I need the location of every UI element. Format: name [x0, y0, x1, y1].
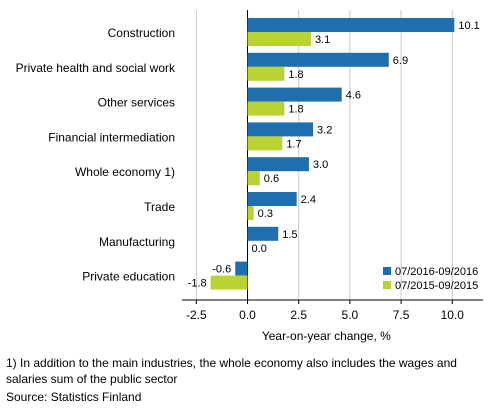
value-labels: 10.1 3.1 6.9 1.8 4.6 1.8 3.2 1.7 3.0 0.6 2.4 0.3 1.5… [188, 20, 480, 290]
category-label: Other services [98, 96, 175, 110]
data-label: 0.6 [264, 173, 279, 185]
bar-series-1 [235, 261, 248, 276]
bar-series-1 [247, 226, 279, 241]
data-label: 3.2 [317, 124, 332, 136]
data-label: 1.8 [288, 104, 303, 116]
x-tick-label: 2.5 [290, 308, 307, 322]
bars [210, 18, 455, 290]
bar-series-1 [247, 122, 314, 137]
footnote: 1) In addition to the main industries, t… [6, 356, 457, 386]
bar-series-1 [247, 52, 389, 67]
x-axis: -2.5 0.0 2.5 5.0 7.5 10.0 Year-on-year change,… [182, 299, 483, 343]
category-label: Private education [82, 270, 175, 284]
data-label: 3.1 [315, 34, 330, 46]
bar-series-2 [210, 275, 248, 290]
x-tick-label: 5.0 [342, 308, 359, 322]
bar-series-1 [247, 192, 297, 206]
x-tick-label: 0.0 [239, 308, 256, 322]
data-label: 10.1 [458, 20, 479, 32]
x-axis-title: Year-on-year change, % [262, 329, 391, 343]
data-label: -1.8 [188, 278, 207, 290]
data-label: 1.5 [282, 229, 297, 241]
category-label: Whole economy 1) [75, 165, 175, 179]
bar-series-2 [247, 136, 283, 151]
bar-series-1 [247, 157, 309, 172]
data-label: 6.9 [393, 55, 408, 67]
legend-label: 07/2016-09/2016 [395, 266, 478, 278]
category-label: Construction [108, 26, 175, 40]
bar-series-2 [247, 66, 285, 81]
category-label: Manufacturing [99, 235, 175, 249]
data-label: 4.6 [346, 90, 361, 102]
legend-swatch [383, 281, 391, 289]
source-note: Source: Statistics Finland [6, 390, 142, 404]
data-label: 1.8 [288, 69, 303, 81]
data-label: 3.0 [313, 159, 328, 171]
bar-series-2 [247, 101, 285, 116]
category-label: Financial intermediation [48, 130, 175, 144]
bar-series-1 [247, 18, 455, 32]
data-label: 0.0 [252, 243, 267, 255]
bar-series-1 [247, 87, 342, 102]
bar-series-2 [247, 171, 260, 186]
legend-label: 07/2015-09/2015 [395, 280, 478, 292]
data-label: 1.7 [286, 138, 301, 150]
bar-series-2 [247, 206, 254, 220]
legend: 07/2016-09/2016 07/2015-09/2015 [383, 266, 478, 292]
x-tick-label: 7.5 [393, 308, 410, 322]
x-tick-label: -2.5 [186, 308, 207, 322]
bar-series-2 [247, 32, 311, 46]
category-label: Trade [144, 200, 175, 214]
data-label: 2.4 [301, 194, 316, 206]
data-label: 0.3 [258, 208, 273, 220]
category-labels: Construction Private health and social wo… [16, 26, 176, 284]
data-label: -0.6 [212, 264, 231, 276]
bar-chart: Construction Private health and social wo… [16, 10, 483, 343]
legend-swatch [383, 267, 391, 275]
category-label: Private health and social work [16, 61, 176, 75]
x-tick-label: 10.0 [441, 308, 465, 322]
